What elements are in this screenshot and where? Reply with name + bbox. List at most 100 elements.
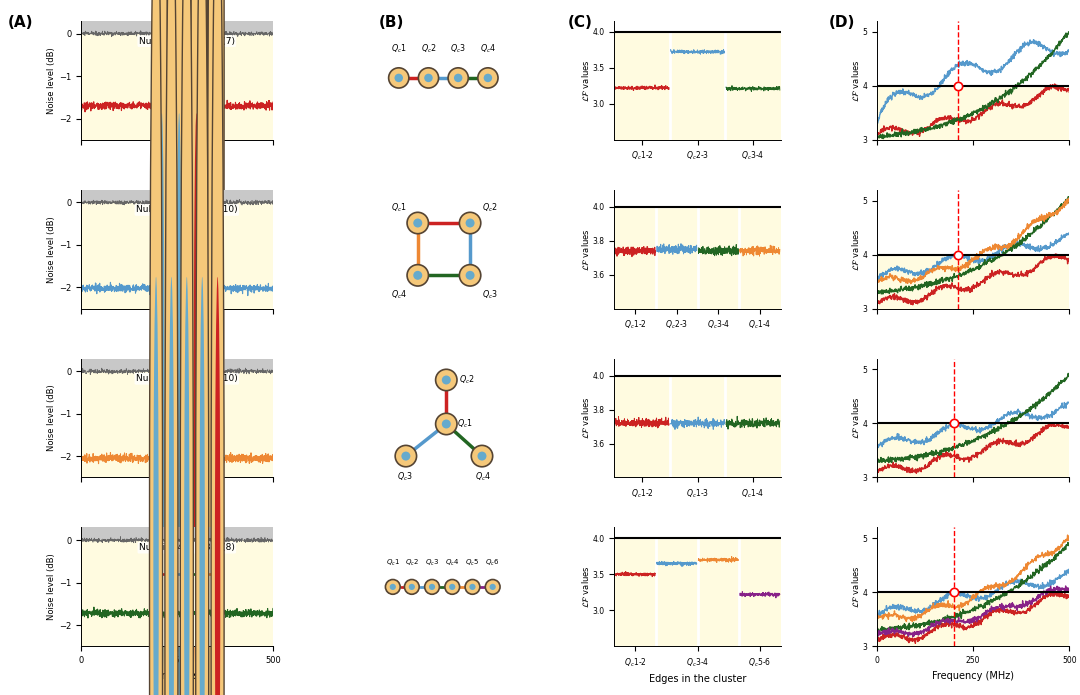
Text: (C): (C): [568, 15, 593, 30]
Circle shape: [176, 0, 181, 539]
Circle shape: [465, 218, 474, 227]
Y-axis label: $\mathcal{LF}$ values: $\mathcal{LF}$ values: [580, 566, 591, 608]
Circle shape: [435, 369, 457, 391]
Circle shape: [429, 584, 435, 590]
Circle shape: [449, 584, 456, 590]
Circle shape: [459, 265, 481, 286]
Circle shape: [389, 68, 409, 88]
Circle shape: [465, 580, 480, 594]
Circle shape: [404, 580, 419, 594]
Circle shape: [156, 0, 168, 695]
Y-axis label: $\mathcal{LF}$ values: $\mathcal{LF}$ values: [580, 59, 591, 101]
Circle shape: [184, 277, 189, 695]
Circle shape: [471, 445, 492, 467]
Circle shape: [442, 375, 450, 384]
Circle shape: [159, 0, 172, 695]
Circle shape: [159, 0, 164, 539]
Circle shape: [173, 0, 186, 695]
Bar: [615, 190, 781, 206]
Y-axis label: $\mathcal{LF}$ values: $\mathcal{LF}$ values: [850, 59, 861, 101]
Circle shape: [484, 74, 492, 82]
X-axis label: Edges in the cluster: Edges in the cluster: [649, 674, 746, 684]
X-axis label: Time (ms): Time (ms): [152, 671, 202, 680]
Circle shape: [215, 277, 220, 695]
Circle shape: [465, 271, 474, 280]
Bar: [81, 21, 273, 33]
Circle shape: [448, 68, 469, 88]
Circle shape: [168, 277, 174, 695]
Circle shape: [418, 68, 438, 88]
Y-axis label: $\mathcal{LF}$ values: $\mathcal{LF}$ values: [580, 228, 591, 270]
Text: $Q_c$4: $Q_c$4: [475, 470, 491, 482]
Circle shape: [153, 277, 159, 695]
Circle shape: [424, 580, 440, 594]
Text: Nullifier 4 = 1.347(8): Nullifier 4 = 1.347(8): [139, 543, 234, 552]
Circle shape: [176, 0, 189, 695]
Circle shape: [180, 0, 186, 357]
Circle shape: [485, 580, 500, 594]
Y-axis label: $\mathcal{LF}$ values: $\mathcal{LF}$ values: [850, 228, 861, 270]
Bar: [877, 359, 1069, 423]
Circle shape: [211, 113, 216, 695]
Bar: [877, 423, 1069, 477]
Circle shape: [394, 74, 403, 82]
Circle shape: [489, 584, 496, 590]
Circle shape: [190, 0, 203, 695]
Circle shape: [442, 420, 450, 429]
Bar: [877, 85, 1069, 140]
Bar: [877, 254, 1069, 309]
Circle shape: [159, 113, 164, 695]
Circle shape: [414, 218, 422, 227]
Circle shape: [156, 0, 168, 695]
Circle shape: [414, 271, 422, 280]
Text: Nullifier 2 = 1.874(10): Nullifier 2 = 1.874(10): [136, 206, 238, 215]
Text: $Q_c$4: $Q_c$4: [391, 288, 407, 301]
Circle shape: [477, 452, 486, 461]
Y-axis label: Noise level (dB): Noise level (dB): [48, 215, 56, 283]
Text: (A): (A): [8, 15, 33, 30]
Text: Nullifier 3 = 1.874(10): Nullifier 3 = 1.874(10): [136, 375, 238, 383]
Circle shape: [180, 0, 193, 695]
Circle shape: [176, 113, 181, 695]
Circle shape: [165, 0, 178, 695]
Bar: [615, 375, 781, 477]
Circle shape: [211, 0, 216, 539]
Text: $Q_c$2: $Q_c$2: [483, 202, 498, 214]
Circle shape: [435, 414, 457, 434]
Circle shape: [211, 0, 225, 695]
Text: $Q_c$1: $Q_c$1: [457, 418, 473, 430]
Text: $Q_c$6: $Q_c$6: [486, 557, 500, 568]
Bar: [615, 359, 781, 375]
Circle shape: [386, 580, 401, 594]
Circle shape: [195, 0, 208, 695]
Circle shape: [211, 0, 225, 695]
Circle shape: [402, 452, 410, 461]
Circle shape: [215, 0, 220, 357]
Text: (D): (D): [828, 15, 855, 30]
Circle shape: [193, 0, 199, 539]
Circle shape: [190, 0, 203, 695]
Bar: [877, 528, 1069, 592]
Circle shape: [207, 0, 220, 695]
Text: $Q_c$1: $Q_c$1: [391, 43, 407, 56]
Circle shape: [407, 265, 429, 286]
Circle shape: [173, 0, 186, 695]
Text: $Q_c$2: $Q_c$2: [420, 43, 436, 56]
Bar: [615, 528, 781, 538]
Text: $Q_c$1: $Q_c$1: [391, 202, 407, 214]
Circle shape: [407, 212, 429, 234]
Circle shape: [445, 580, 460, 594]
Y-axis label: $\mathcal{LF}$ values: $\mathcal{LF}$ values: [580, 397, 591, 439]
Circle shape: [390, 584, 396, 590]
Circle shape: [395, 445, 417, 467]
Text: $Q_c$1: $Q_c$1: [386, 557, 400, 568]
Circle shape: [424, 74, 433, 82]
Circle shape: [200, 277, 205, 695]
Circle shape: [207, 0, 220, 695]
Text: $Q_c$3: $Q_c$3: [396, 470, 413, 482]
Bar: [81, 371, 273, 477]
Circle shape: [477, 68, 498, 88]
Bar: [81, 190, 273, 202]
Text: $Q_c$4: $Q_c$4: [445, 557, 459, 568]
Y-axis label: $\mathcal{LF}$ values: $\mathcal{LF}$ values: [850, 397, 861, 439]
